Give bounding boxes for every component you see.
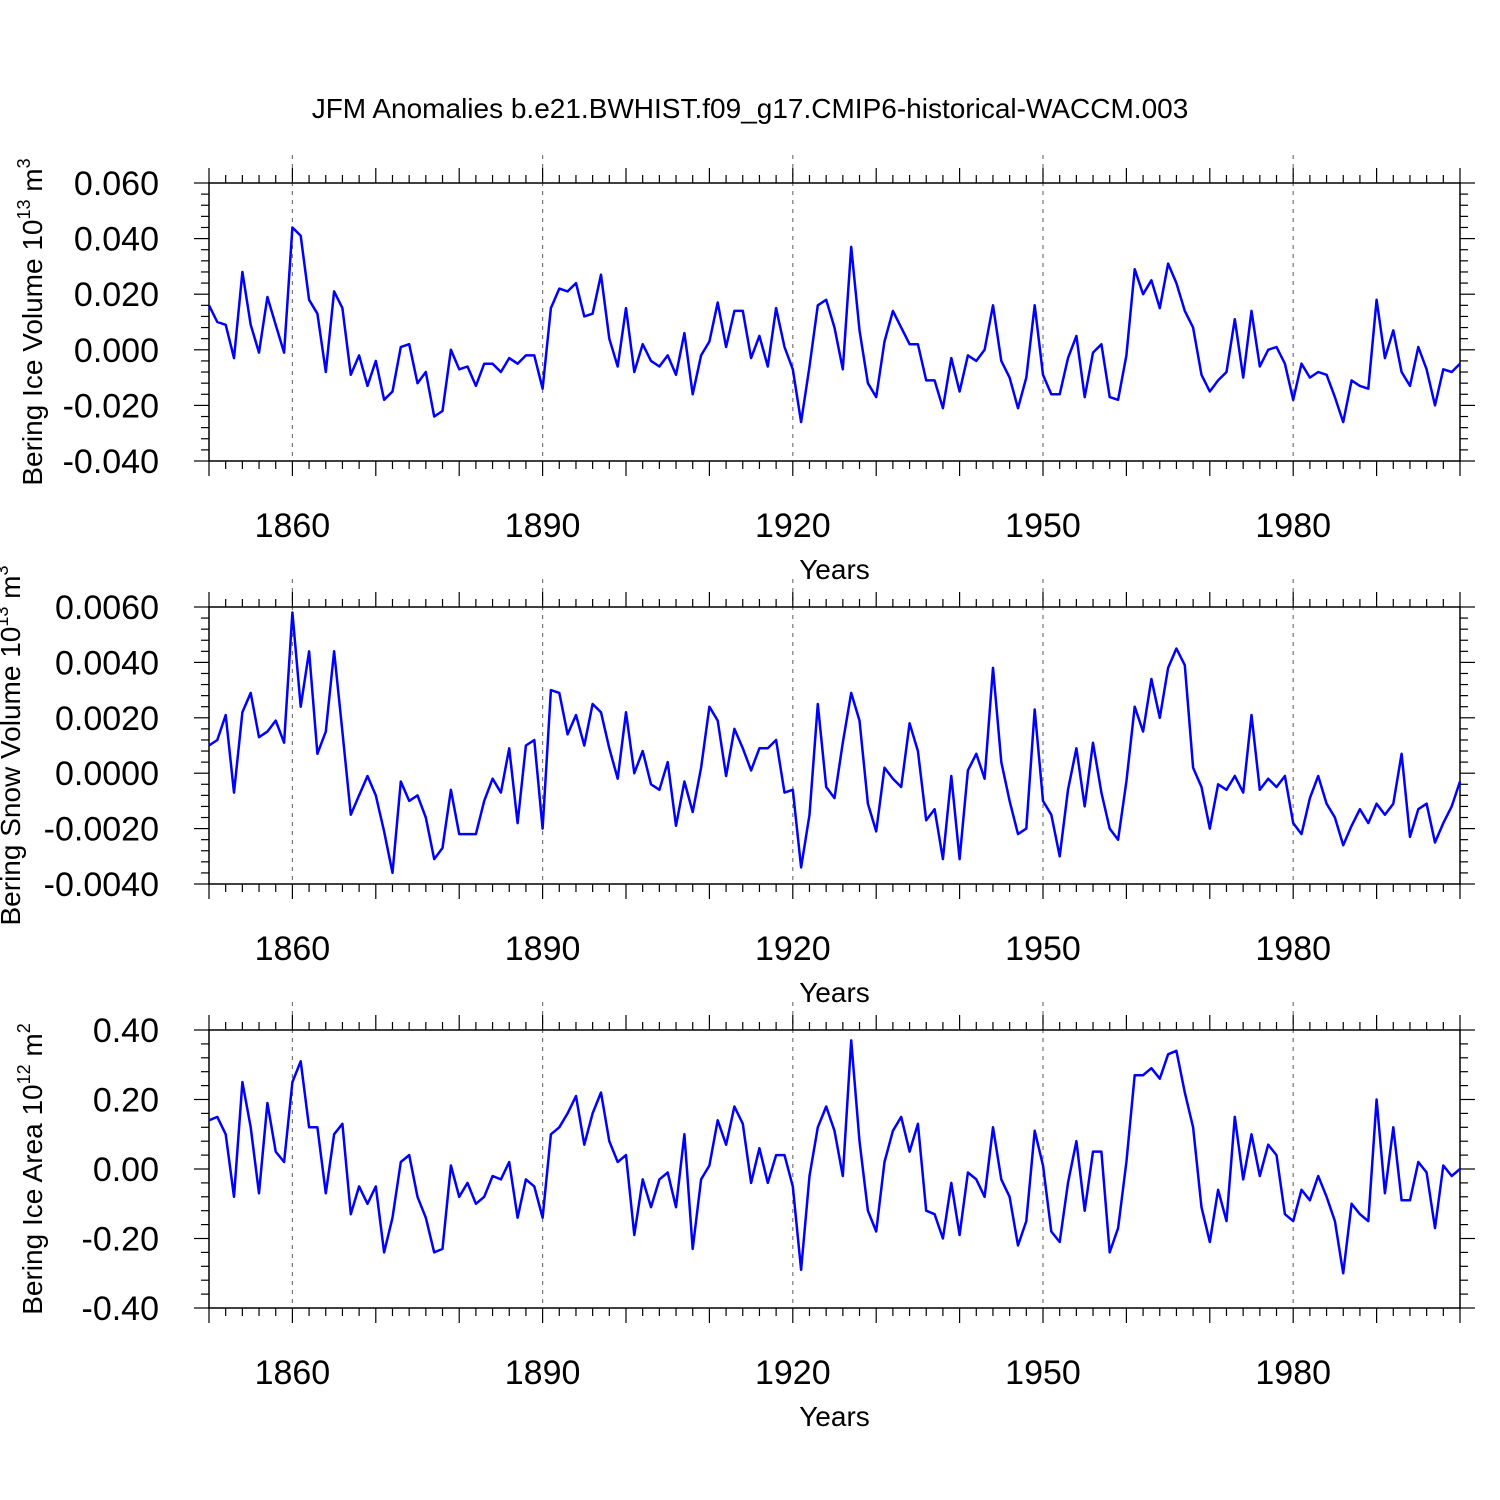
ytick-label: 0.040 xyxy=(74,221,159,259)
ytick-label: -0.040 xyxy=(63,443,159,481)
ytick-label: 0.0000 xyxy=(55,755,159,793)
panel-2: 0.0060 0.0040 0.0020 0.0000 -0.0020 -0.0040 18… xyxy=(0,565,1475,1008)
ytick-label: 0.020 xyxy=(74,276,159,314)
ylabel-unit: m xyxy=(17,1033,48,1064)
xtick-label: 1980 xyxy=(1255,507,1331,545)
yaxis-label: Bering Snow Volume 1013 m3 xyxy=(0,565,26,925)
ylabel-exponent: 12 xyxy=(14,1064,34,1084)
ylabel-unit: m xyxy=(17,168,48,199)
xtick-label: 1980 xyxy=(1255,1354,1331,1392)
xtick-label: 1980 xyxy=(1255,930,1331,968)
ytick-label: -0.40 xyxy=(82,1290,160,1328)
chart-title: JFM Anomalies b.e21.BWHIST.f09_g17.CMIP6… xyxy=(312,93,1189,124)
ytick-label: 0.20 xyxy=(93,1082,159,1120)
ytick-label: -0.20 xyxy=(82,1221,160,1259)
ylabel-main: Bering Ice Volume 10 xyxy=(17,219,48,485)
xtick-label: 1950 xyxy=(1005,930,1081,968)
xtick-label: 1950 xyxy=(1005,1354,1081,1392)
ytick-label: 0.0040 xyxy=(55,644,159,682)
xtick-label: 1860 xyxy=(255,507,331,545)
ylabel-exponent: 13 xyxy=(0,607,12,627)
ylabel-exponent: 13 xyxy=(14,199,34,219)
xtick-label: 1860 xyxy=(255,1354,331,1392)
ylabel-unit-exponent: 3 xyxy=(0,565,12,575)
ytick-label: 0.060 xyxy=(74,165,159,203)
yaxis-label: Bering Ice Volume 1013 m3 xyxy=(14,158,48,485)
series-line xyxy=(208,1039,1461,1275)
xtick-label: 1860 xyxy=(255,930,331,968)
ytick-label: -0.0020 xyxy=(44,811,159,849)
xtick-label: 1920 xyxy=(755,507,831,545)
xtick-label: 1890 xyxy=(505,1354,581,1392)
xaxis-label: Years xyxy=(799,554,870,585)
ytick-label: 0.00 xyxy=(93,1151,159,1189)
xaxis-label: Years xyxy=(799,1401,870,1432)
series-line xyxy=(208,611,1462,875)
ylabel-main: Bering Snow Volume 10 xyxy=(0,627,26,926)
ylabel-unit-exponent: 2 xyxy=(14,1023,34,1033)
ytick-label: 0.0060 xyxy=(55,589,159,627)
ytick-label: -0.020 xyxy=(63,387,159,425)
xaxis-label: Years xyxy=(799,977,870,1008)
ylabel-unit: m xyxy=(0,576,26,607)
xtick-label: 1950 xyxy=(1005,507,1081,545)
plot-frame xyxy=(208,606,1461,885)
xtick-label: 1890 xyxy=(505,930,581,968)
ytick-label: 0.40 xyxy=(93,1012,159,1050)
ylabel-unit-exponent: 3 xyxy=(14,158,34,168)
yaxis-label: Bering Ice Area 1012 m2 xyxy=(14,1023,48,1315)
ylabel-main: Bering Ice Area 10 xyxy=(17,1084,48,1314)
xtick-label: 1920 xyxy=(755,930,831,968)
panel-3: 0.40 0.20 0.00 -0.20 -0.40 1860 1890 1920 1950 19… xyxy=(14,1002,1475,1432)
plot-frame xyxy=(208,182,1461,462)
ytick-label: 0.0020 xyxy=(55,700,159,738)
series-line xyxy=(207,226,1461,424)
panel-1: 0.060 0.040 0.020 0.000 -0.020 -0.040 1860 1890… xyxy=(14,155,1475,585)
xtick-label: 1920 xyxy=(755,1354,831,1392)
xtick-label: 1890 xyxy=(505,507,581,545)
plot-frame xyxy=(208,1029,1461,1309)
ytick-label: -0.0040 xyxy=(44,866,159,904)
ytick-label: 0.000 xyxy=(74,332,159,370)
panels-group: 0.060 0.040 0.020 0.000 -0.020 -0.040 1860 1890… xyxy=(0,155,1475,1432)
